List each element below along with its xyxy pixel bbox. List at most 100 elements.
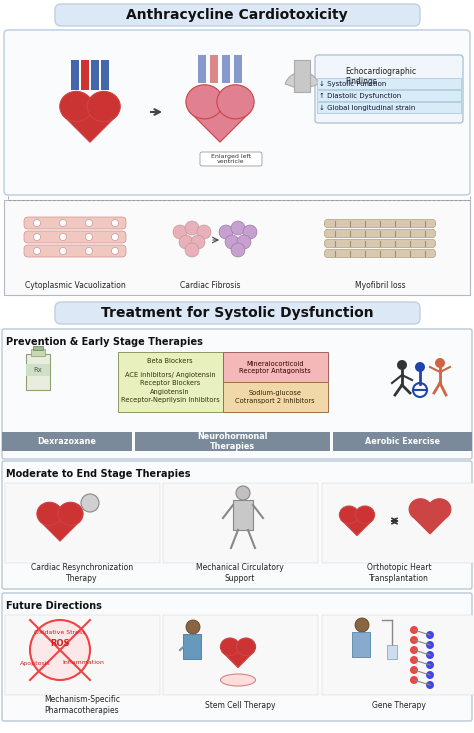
- Bar: [387, 645, 397, 659]
- Text: Oxidative Stress: Oxidative Stress: [34, 630, 86, 636]
- Text: Aerobic Exercise: Aerobic Exercise: [365, 437, 440, 446]
- Circle shape: [197, 225, 211, 239]
- Circle shape: [410, 676, 418, 684]
- Text: Gene Therapy: Gene Therapy: [372, 701, 426, 710]
- Bar: [26, 354, 50, 390]
- Ellipse shape: [356, 506, 374, 523]
- Circle shape: [85, 234, 92, 240]
- Text: ACE inhibitors/ Angiotensin: ACE inhibitors/ Angiotensin: [125, 372, 215, 378]
- Circle shape: [243, 225, 257, 239]
- Text: ↓ Systolic Function: ↓ Systolic Function: [319, 81, 386, 86]
- Circle shape: [60, 248, 66, 254]
- Circle shape: [435, 358, 445, 368]
- Text: ↓ Global longitudinal strain: ↓ Global longitudinal strain: [319, 104, 415, 111]
- Circle shape: [225, 235, 239, 249]
- Circle shape: [185, 243, 199, 257]
- Bar: [135, 432, 330, 451]
- FancyBboxPatch shape: [200, 152, 262, 166]
- Circle shape: [410, 646, 418, 654]
- Text: Dexrazoxane: Dexrazoxane: [37, 437, 96, 446]
- FancyBboxPatch shape: [325, 240, 436, 248]
- Bar: [5, 615, 160, 695]
- FancyBboxPatch shape: [2, 461, 472, 589]
- FancyBboxPatch shape: [24, 231, 126, 243]
- Text: Rx: Rx: [34, 367, 43, 373]
- Text: Future Directions: Future Directions: [6, 601, 102, 611]
- Bar: [352, 632, 370, 657]
- Bar: [163, 483, 318, 563]
- Polygon shape: [411, 515, 449, 534]
- Bar: [2, 432, 132, 451]
- Text: Prevention & Early Stage Therapies: Prevention & Early Stage Therapies: [6, 337, 203, 347]
- Circle shape: [111, 234, 118, 240]
- Circle shape: [85, 248, 92, 254]
- Bar: [33, 346, 43, 350]
- Circle shape: [237, 235, 251, 249]
- FancyBboxPatch shape: [55, 4, 420, 26]
- Circle shape: [426, 661, 434, 669]
- Ellipse shape: [339, 506, 359, 523]
- FancyBboxPatch shape: [2, 329, 472, 459]
- Text: Stem Cell Therapy: Stem Cell Therapy: [205, 701, 275, 710]
- Bar: [26, 364, 50, 376]
- Bar: [234, 55, 242, 83]
- Circle shape: [111, 248, 118, 254]
- Text: Orthotopic Heart
Transplantation: Orthotopic Heart Transplantation: [367, 563, 431, 583]
- Circle shape: [410, 666, 418, 674]
- Circle shape: [179, 235, 193, 249]
- Ellipse shape: [186, 85, 223, 119]
- Circle shape: [231, 243, 245, 257]
- Circle shape: [81, 494, 99, 512]
- Circle shape: [111, 219, 118, 226]
- Circle shape: [426, 651, 434, 659]
- Ellipse shape: [37, 502, 62, 526]
- Circle shape: [397, 360, 407, 370]
- Circle shape: [410, 626, 418, 634]
- Text: Echocardiographic
Findings: Echocardiographic Findings: [345, 67, 416, 86]
- Ellipse shape: [428, 498, 451, 520]
- Circle shape: [85, 219, 92, 226]
- Circle shape: [191, 235, 205, 249]
- FancyBboxPatch shape: [24, 217, 126, 229]
- Bar: [101, 60, 109, 90]
- Circle shape: [173, 225, 187, 239]
- Bar: [322, 483, 474, 563]
- Bar: [71, 60, 79, 90]
- Text: Receptor-Neprilysin Inhibitors: Receptor-Neprilysin Inhibitors: [120, 397, 219, 403]
- Ellipse shape: [217, 85, 254, 119]
- Bar: [317, 90, 461, 101]
- FancyBboxPatch shape: [315, 55, 463, 123]
- Bar: [222, 55, 230, 83]
- Text: Enlarged left
ventricle: Enlarged left ventricle: [211, 154, 251, 164]
- Circle shape: [410, 636, 418, 644]
- Text: Mineralocorticoid
Receptor Antagonists: Mineralocorticoid Receptor Antagonists: [239, 361, 311, 374]
- Bar: [223, 352, 328, 382]
- Circle shape: [231, 221, 245, 235]
- Text: Beta Blockers: Beta Blockers: [147, 358, 193, 364]
- Text: Moderate to End Stage Therapies: Moderate to End Stage Therapies: [6, 469, 191, 479]
- Text: Apoptosis: Apoptosis: [19, 660, 50, 666]
- Bar: [322, 615, 474, 695]
- Bar: [91, 60, 99, 90]
- Bar: [118, 352, 223, 412]
- Bar: [333, 432, 472, 451]
- FancyBboxPatch shape: [325, 229, 436, 237]
- FancyBboxPatch shape: [325, 219, 436, 227]
- Text: Neurohormonal
Therapies: Neurohormonal Therapies: [197, 432, 268, 452]
- Polygon shape: [63, 115, 118, 142]
- Ellipse shape: [220, 638, 239, 655]
- FancyBboxPatch shape: [55, 302, 420, 324]
- Circle shape: [415, 362, 425, 372]
- Text: ROS: ROS: [50, 638, 70, 647]
- Circle shape: [34, 219, 40, 226]
- Circle shape: [186, 620, 200, 634]
- Ellipse shape: [58, 502, 83, 526]
- Circle shape: [219, 225, 233, 239]
- Circle shape: [34, 248, 40, 254]
- Bar: [4, 200, 470, 295]
- Bar: [294, 60, 310, 92]
- Ellipse shape: [87, 92, 120, 122]
- Circle shape: [426, 631, 434, 639]
- Circle shape: [410, 656, 418, 664]
- Circle shape: [185, 221, 199, 235]
